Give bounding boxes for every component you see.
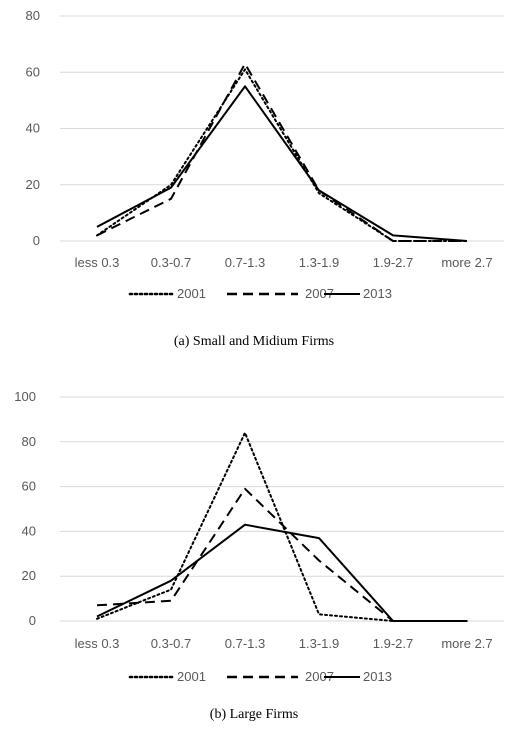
chart-1: 0 20 40 60 80 less 0.3 0.3-0.7 0.7-1.3 1.3-1.9 1.… [26, 8, 504, 349]
y-tick-label: 0 [33, 233, 40, 248]
series-line-2007 [96, 62, 467, 242]
y-tick-label: 0 [29, 613, 36, 628]
figure-caption: (a) Small and Midium Firms [174, 334, 334, 349]
x-tick-label: less 0.3 [75, 636, 120, 651]
legend-label: 2001 [177, 286, 206, 301]
legend-label: 2013 [363, 286, 392, 301]
series-line-2001 [96, 68, 468, 242]
x-tick-label: 1.9-2.7 [373, 636, 413, 651]
y-tick-label: 40 [26, 121, 40, 136]
y-tick-label: 100 [14, 389, 36, 404]
legend: 2001 2007 2013 [128, 286, 392, 301]
chart-2: 0 20 40 60 80 100 less 0.3 0.3-0.7 0.7-1.3 1.3-1.… [14, 389, 504, 722]
y-tick-label: 40 [22, 523, 36, 538]
x-tick-label: 1.3-1.9 [299, 636, 339, 651]
y-tick-label: 60 [26, 64, 40, 79]
legend-label: 2007 [305, 669, 334, 684]
series-line-2007 [96, 487, 467, 622]
y-tick-label: 60 [22, 479, 36, 494]
x-tick-label: 1.9-2.7 [373, 255, 413, 270]
legend-label: 2001 [177, 669, 206, 684]
series-line-2013 [96, 523, 467, 622]
x-tick-label: less 0.3 [75, 255, 120, 270]
y-tick-label: 20 [26, 177, 40, 192]
legend-label: 2013 [363, 669, 392, 684]
series-line-2013 [96, 85, 468, 242]
x-tick-label: 0.3-0.7 [151, 255, 191, 270]
y-tick-label: 80 [26, 8, 40, 23]
legend-label: 2007 [305, 286, 334, 301]
x-tick-label: 1.3-1.9 [299, 255, 339, 270]
x-tick-label: more 2.7 [441, 636, 492, 651]
figure-caption: (b) Large Firms [210, 707, 298, 722]
x-tick-label: 0.7-1.3 [225, 255, 265, 270]
series-line-2001 [96, 431, 468, 622]
legend: 2001 2007 2013 [128, 669, 392, 684]
y-tick-label: 80 [22, 434, 36, 449]
x-tick-label: 0.7-1.3 [225, 636, 265, 651]
y-tick-label: 20 [22, 568, 36, 583]
x-tick-label: 0.3-0.7 [151, 636, 191, 651]
x-tick-label: more 2.7 [441, 255, 492, 270]
